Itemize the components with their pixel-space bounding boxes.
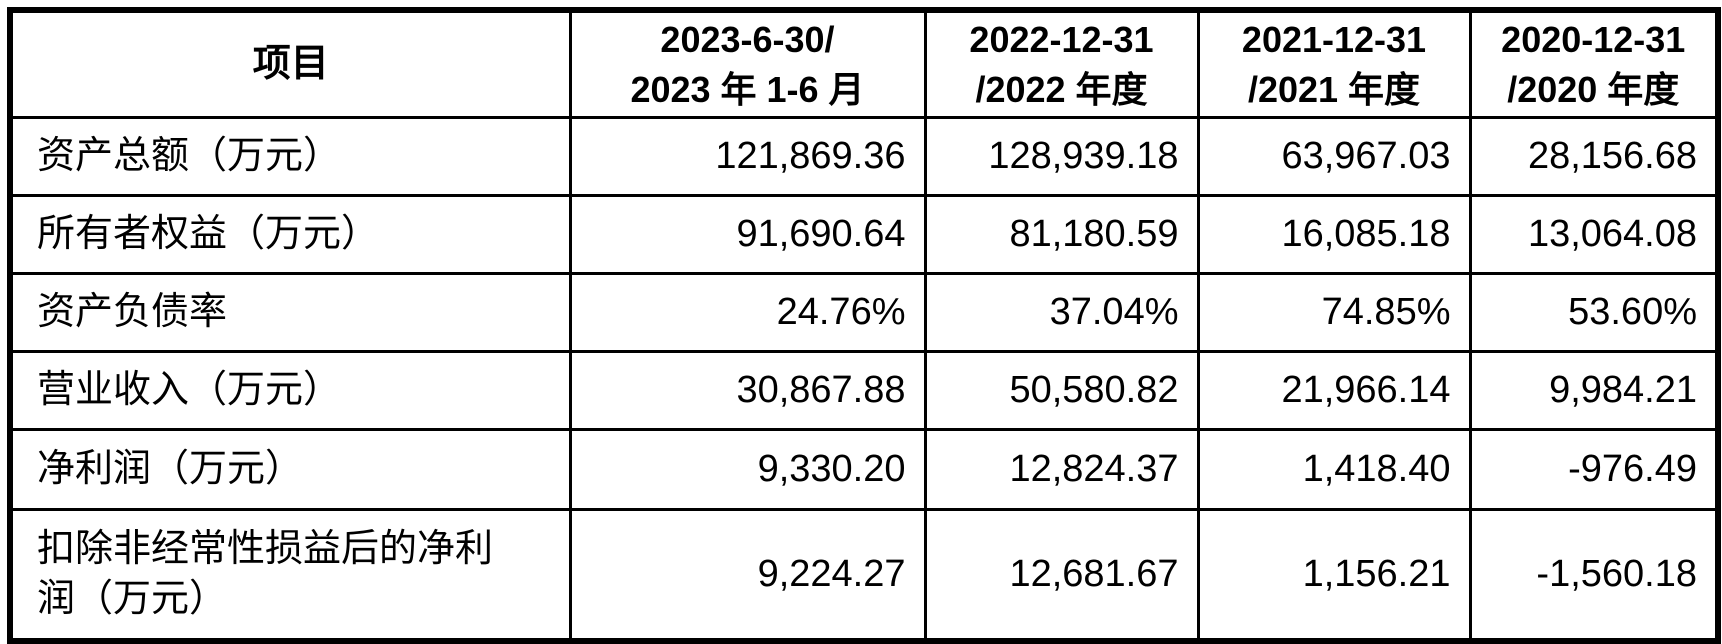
row-label: 扣除非经常性损益后的净利 润（万元） <box>7 508 572 644</box>
value-cell: 21,966.14 <box>1196 350 1472 432</box>
value-cell: 13,064.08 <box>1468 194 1721 276</box>
row-label: 营业收入（万元） <box>7 350 572 432</box>
value-cell: -1,560.18 <box>1468 508 1721 644</box>
value-cell: 74.85% <box>1196 272 1472 354</box>
table-row-owners-equity: 所有者权益（万元） 91,690.64 81,180.59 16,085.18 … <box>7 194 1721 276</box>
value-cell: 30,867.88 <box>568 350 927 432</box>
row-label: 所有者权益（万元） <box>7 194 572 276</box>
value-cell: 91,690.64 <box>568 194 927 276</box>
column-header-2020: 2020-12-31 /2020 年度 <box>1468 7 1721 120</box>
table-row-net-profit: 净利润（万元） 9,330.20 12,824.37 1,418.40 -976… <box>7 428 1721 512</box>
table-row-net-profit-excl-nonrecurring: 扣除非经常性损益后的净利 润（万元） 9,224.27 12,681.67 1,… <box>7 508 1721 644</box>
value-cell: 24.76% <box>568 272 927 354</box>
value-cell: 1,156.21 <box>1196 508 1472 644</box>
value-cell: 53.60% <box>1468 272 1721 354</box>
value-cell: 1,418.40 <box>1196 428 1472 512</box>
column-header-item: 项目 <box>7 7 572 120</box>
table-row-total-assets: 资产总额（万元） 121,869.36 128,939.18 63,967.03… <box>7 116 1721 198</box>
row-label: 净利润（万元） <box>7 428 572 512</box>
value-cell: 12,681.67 <box>923 508 1200 644</box>
header-row: 项目 2023-6-30/ 2023 年 1-6 月 2022-12-31 /2… <box>7 7 1721 120</box>
value-cell: 81,180.59 <box>923 194 1200 276</box>
column-header-2023-h1: 2023-6-30/ 2023 年 1-6 月 <box>568 7 927 120</box>
value-cell: 9,984.21 <box>1468 350 1721 432</box>
value-cell: 128,939.18 <box>923 116 1200 198</box>
value-cell: 121,869.36 <box>568 116 927 198</box>
value-cell: 9,330.20 <box>568 428 927 512</box>
value-cell: 12,824.37 <box>923 428 1200 512</box>
table-row-operating-revenue: 营业收入（万元） 30,867.88 50,580.82 21,966.14 9… <box>7 350 1721 432</box>
column-header-2021: 2021-12-31 /2021 年度 <box>1196 7 1472 120</box>
value-cell: 63,967.03 <box>1196 116 1472 198</box>
value-cell: 9,224.27 <box>568 508 927 644</box>
value-cell: -976.49 <box>1468 428 1721 512</box>
column-header-2022: 2022-12-31 /2022 年度 <box>923 7 1200 120</box>
value-cell: 16,085.18 <box>1196 194 1472 276</box>
value-cell: 50,580.82 <box>923 350 1200 432</box>
table-row-debt-ratio: 资产负债率 24.76% 37.04% 74.85% 53.60% <box>7 272 1721 354</box>
financial-summary-table: 项目 2023-6-30/ 2023 年 1-6 月 2022-12-31 /2… <box>7 7 1721 644</box>
row-label: 资产负债率 <box>7 272 572 354</box>
value-cell: 28,156.68 <box>1468 116 1721 198</box>
row-label: 资产总额（万元） <box>7 116 572 198</box>
value-cell: 37.04% <box>923 272 1200 354</box>
